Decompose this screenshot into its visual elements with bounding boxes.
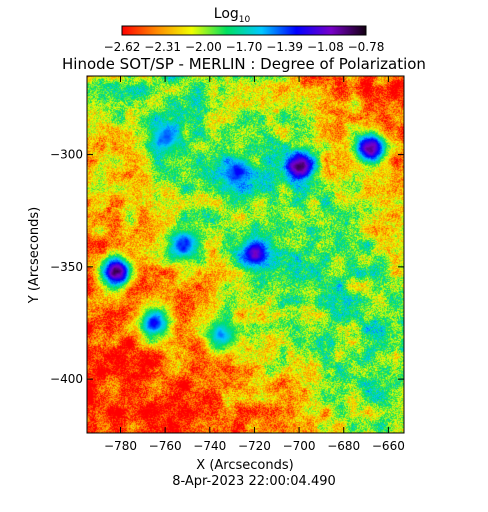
y-tick-label: −400 xyxy=(50,372,83,386)
y-axis: −300 −350 −400 xyxy=(50,148,404,386)
x-tick-label: −720 xyxy=(238,439,271,453)
x-axis: −780 −760 −740 −720 −700 −680 −660 xyxy=(104,76,405,453)
colorbar-tick-label: −1.39 xyxy=(266,40,303,54)
plot-frame xyxy=(86,75,405,434)
x-tick-label: −680 xyxy=(327,439,360,453)
colorbar-ticks: −2.62 −2.31 −2.00 −1.70 −1.39 −1.08 −0.78 xyxy=(104,40,385,54)
x-axis-label: X (Arcseconds) xyxy=(196,458,293,473)
x-tick-label: −700 xyxy=(283,439,316,453)
polarization-heatmap xyxy=(87,76,404,433)
x-tick-label: −760 xyxy=(149,439,182,453)
y-tick-label: −350 xyxy=(50,260,83,274)
timestamp: 8-Apr-2023 22:00:04.490 xyxy=(172,474,336,489)
colorbar-tick-label: −2.31 xyxy=(144,40,181,54)
colorbar-tick-label: −1.08 xyxy=(307,40,344,54)
colorbar-tick-label: −0.78 xyxy=(348,40,385,54)
y-axis-label: Y (Arcseconds) xyxy=(27,207,42,304)
colorbar-tick-label: −1.70 xyxy=(226,40,263,54)
x-tick-label: −660 xyxy=(372,439,405,453)
x-tick-label: −780 xyxy=(104,439,137,453)
colorbar-label: Log10 xyxy=(214,6,251,25)
colorbar xyxy=(121,25,367,36)
colorbar-tick-label: −2.62 xyxy=(104,40,141,54)
y-tick-label: −300 xyxy=(50,148,83,162)
x-tick-label: −740 xyxy=(193,439,226,453)
colorbar-tick-label: −2.00 xyxy=(185,40,222,54)
chart-title: Hinode SOT/SP - MERLIN : Degree of Polar… xyxy=(62,55,426,73)
